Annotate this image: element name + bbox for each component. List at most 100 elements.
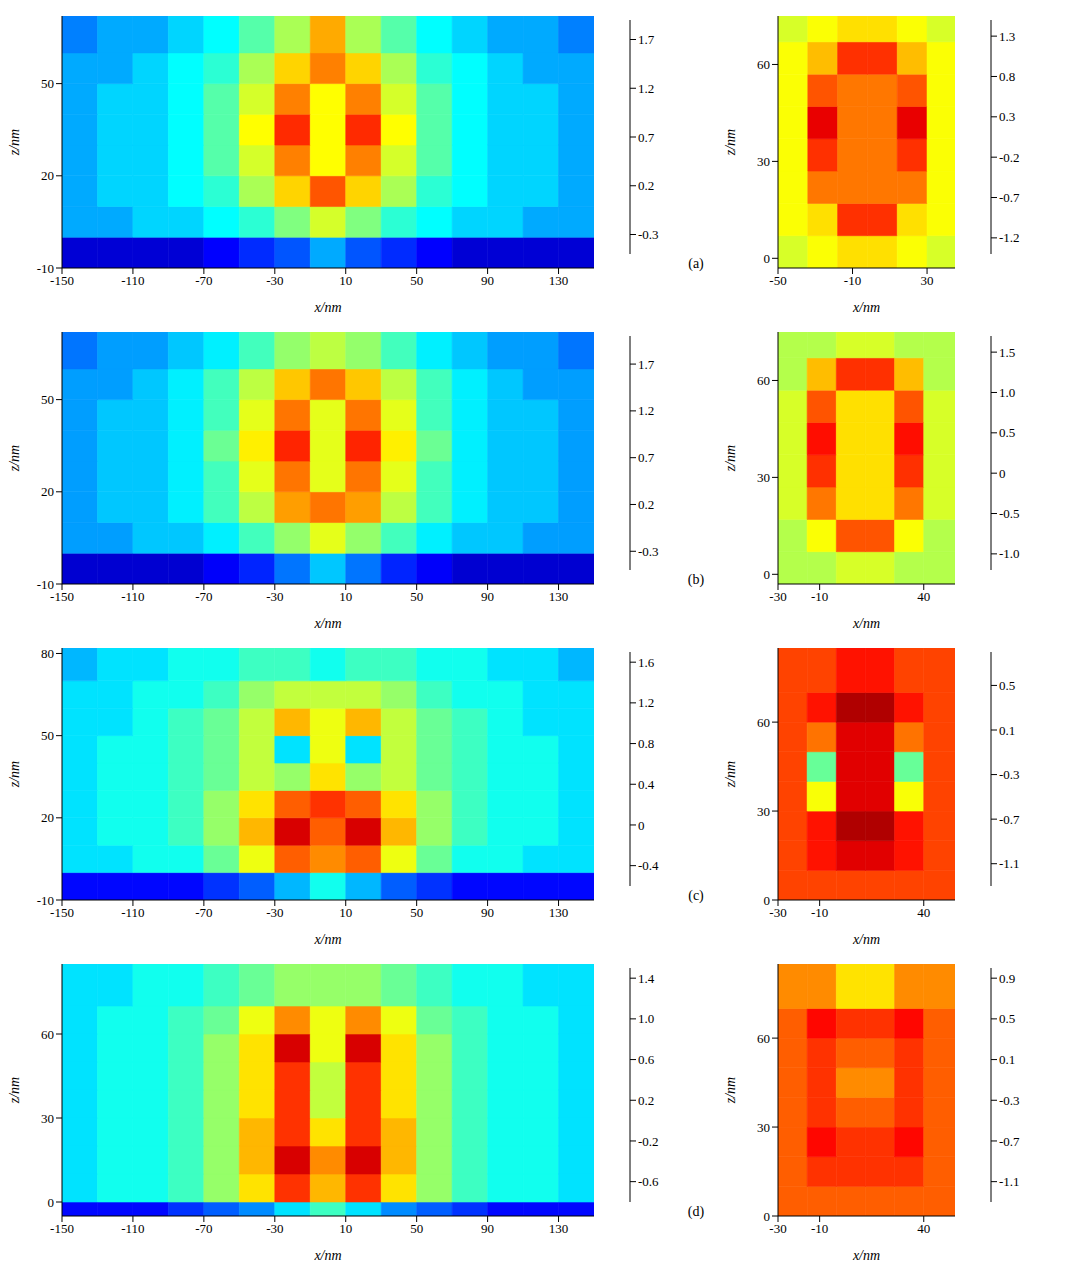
svg-text:-10: -10: [37, 261, 54, 276]
svg-text:0.2: 0.2: [638, 497, 654, 512]
svg-text:-70: -70: [195, 589, 212, 604]
svg-text:x/nm: x/nm: [313, 616, 341, 631]
svg-text:z/nm: z/nm: [7, 129, 22, 156]
svg-text:-110: -110: [121, 589, 144, 604]
svg-text:1.2: 1.2: [638, 403, 654, 418]
svg-text:-110: -110: [121, 273, 144, 288]
svg-text:-0.3: -0.3: [999, 1093, 1020, 1108]
svg-text:90: 90: [481, 1221, 494, 1236]
svg-text:0.3: 0.3: [999, 109, 1015, 124]
svg-text:0.9: 0.9: [999, 971, 1015, 986]
svg-text:0: 0: [764, 251, 771, 266]
svg-text:-30: -30: [266, 1221, 283, 1236]
svg-text:x/nm: x/nm: [852, 1248, 880, 1263]
svg-text:50: 50: [410, 273, 423, 288]
svg-text:x/nm: x/nm: [852, 300, 880, 315]
svg-text:-0.6: -0.6: [638, 1174, 659, 1189]
svg-text:50: 50: [41, 728, 54, 743]
svg-text:90: 90: [481, 589, 494, 604]
svg-text:1.2: 1.2: [638, 695, 654, 710]
svg-text:60: 60: [757, 715, 770, 730]
svg-text:20: 20: [41, 168, 54, 183]
svg-text:0: 0: [638, 818, 645, 833]
svg-text:-110: -110: [121, 905, 144, 920]
svg-text:1.6: 1.6: [638, 655, 655, 670]
svg-text:x/nm: x/nm: [313, 1248, 341, 1263]
svg-text:z/nm: z/nm: [7, 761, 22, 788]
svg-text:x/nm: x/nm: [313, 932, 341, 947]
svg-text:-1.1: -1.1: [999, 1174, 1020, 1189]
svg-text:z/nm: z/nm: [723, 761, 738, 788]
svg-text:130: 130: [549, 273, 569, 288]
svg-text:60: 60: [41, 1027, 54, 1042]
svg-text:10: 10: [339, 273, 352, 288]
svg-text:130: 130: [549, 905, 569, 920]
svg-text:-110: -110: [121, 1221, 144, 1236]
svg-text:0: 0: [999, 466, 1006, 481]
svg-text:-30: -30: [266, 905, 283, 920]
svg-text:0.5: 0.5: [999, 1011, 1015, 1026]
svg-text:20: 20: [41, 810, 54, 825]
svg-text:1.5: 1.5: [999, 345, 1015, 360]
svg-text:-70: -70: [195, 273, 212, 288]
svg-text:1.7: 1.7: [638, 32, 655, 47]
svg-text:10: 10: [339, 1221, 352, 1236]
svg-text:-1.0: -1.0: [999, 546, 1020, 561]
svg-text:0.4: 0.4: [638, 777, 655, 792]
svg-text:0.5: 0.5: [999, 425, 1015, 440]
svg-text:20: 20: [41, 484, 54, 499]
svg-text:-0.2: -0.2: [638, 1134, 659, 1149]
svg-text:-0.7: -0.7: [999, 190, 1020, 205]
svg-text:30: 30: [757, 470, 770, 485]
svg-text:-1.2: -1.2: [999, 230, 1020, 245]
svg-text:90: 90: [481, 905, 494, 920]
svg-text:0.1: 0.1: [999, 1052, 1015, 1067]
svg-text:40: 40: [917, 589, 930, 604]
svg-text:50: 50: [410, 905, 423, 920]
svg-text:-10: -10: [811, 1221, 828, 1236]
svg-text:-70: -70: [195, 1221, 212, 1236]
svg-text:0.6: 0.6: [638, 1052, 655, 1067]
svg-text:0.2: 0.2: [638, 1093, 654, 1108]
svg-text:0.7: 0.7: [638, 450, 655, 465]
svg-text:-0.4: -0.4: [638, 858, 659, 873]
svg-text:-30: -30: [769, 1221, 786, 1236]
svg-text:-0.3: -0.3: [999, 767, 1020, 782]
svg-text:-1.1: -1.1: [999, 856, 1020, 871]
svg-text:1.3: 1.3: [999, 29, 1015, 44]
svg-text:0: 0: [48, 1195, 55, 1210]
svg-text:x/nm: x/nm: [852, 616, 880, 631]
svg-text:-30: -30: [266, 589, 283, 604]
svg-text:30: 30: [757, 804, 770, 819]
svg-text:-0.7: -0.7: [999, 1134, 1020, 1149]
svg-text:-50: -50: [769, 273, 786, 288]
svg-text:-30: -30: [266, 273, 283, 288]
svg-text:1.2: 1.2: [638, 81, 654, 96]
svg-text:-0.3: -0.3: [638, 227, 659, 242]
svg-text:30: 30: [757, 1120, 770, 1135]
svg-text:z/nm: z/nm: [723, 1077, 738, 1104]
svg-text:z/nm: z/nm: [7, 445, 22, 472]
svg-text:z/nm: z/nm: [723, 129, 738, 156]
svg-text:0: 0: [764, 1209, 771, 1224]
svg-text:z/nm: z/nm: [7, 1077, 22, 1104]
svg-text:-10: -10: [811, 905, 828, 920]
svg-text:1.0: 1.0: [999, 385, 1015, 400]
svg-text:60: 60: [757, 57, 770, 72]
svg-text:0.7: 0.7: [638, 130, 655, 145]
svg-text:80: 80: [41, 646, 54, 661]
svg-text:-10: -10: [37, 577, 54, 592]
svg-text:-0.2: -0.2: [999, 150, 1020, 165]
svg-text:0.1: 0.1: [999, 723, 1015, 738]
svg-text:1.7: 1.7: [638, 357, 655, 372]
svg-text:-70: -70: [195, 905, 212, 920]
svg-text:50: 50: [410, 589, 423, 604]
svg-text:-10: -10: [37, 893, 54, 908]
svg-text:130: 130: [549, 1221, 569, 1236]
svg-text:0: 0: [764, 893, 771, 908]
svg-text:10: 10: [339, 905, 352, 920]
svg-text:0.8: 0.8: [638, 736, 654, 751]
svg-text:30: 30: [41, 1111, 54, 1126]
svg-text:x/nm: x/nm: [852, 932, 880, 947]
svg-text:-30: -30: [769, 589, 786, 604]
